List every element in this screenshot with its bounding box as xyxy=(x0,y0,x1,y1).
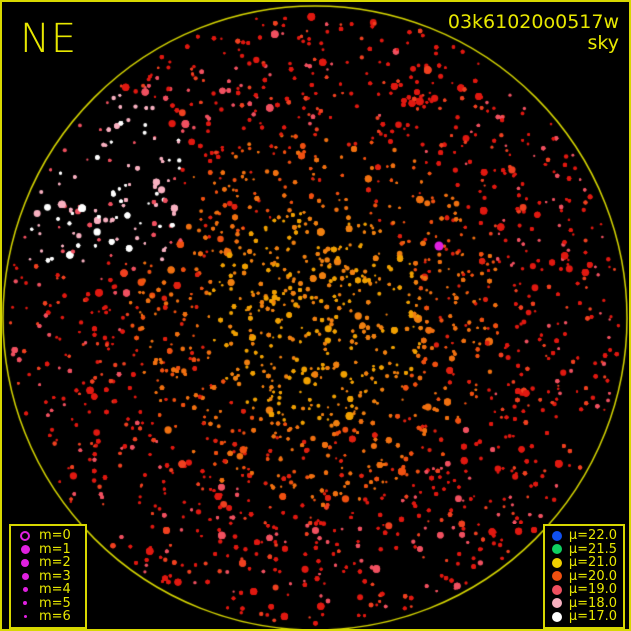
magnitude-legend-item: m=5 xyxy=(17,595,79,611)
brightness-legend-item: μ=21.0 xyxy=(551,556,617,570)
brightness-label: μ=17.0 xyxy=(568,609,617,624)
magnitude-symbol-icon xyxy=(17,558,33,567)
brightness-label: μ=19.0 xyxy=(568,582,617,597)
magnitude-label: m=5 xyxy=(39,595,71,611)
magnitude-label: m=1 xyxy=(39,541,71,557)
magnitude-symbol-icon xyxy=(17,572,33,580)
frame-info: 03k61020o0517w sky xyxy=(448,12,619,54)
brightness-label: μ=21.0 xyxy=(568,555,617,570)
brightness-swatch-icon xyxy=(551,530,563,541)
magnitude-legend: m=0 m=1 m=2 m=3 m=4 m=5 m=6 xyxy=(9,524,87,629)
magnitude-label: m=4 xyxy=(39,582,71,597)
magnitude-legend-item: m=0 xyxy=(17,529,79,543)
brightness-swatch-icon xyxy=(551,611,563,622)
brightness-legend-item: μ=17.0 xyxy=(551,610,617,624)
magnitude-label: m=6 xyxy=(39,609,71,624)
brightness-legend-item: μ=20.0 xyxy=(551,568,617,584)
brightness-legend-item: μ=21.5 xyxy=(551,541,617,557)
brightness-label: μ=21.5 xyxy=(568,541,617,557)
magnitude-symbol-icon xyxy=(17,587,33,593)
magnitude-label: m=0 xyxy=(39,528,71,543)
magnitude-symbol-icon xyxy=(17,615,33,619)
brightness-label: μ=20.0 xyxy=(568,568,617,584)
brightness-legend-item: μ=18.0 xyxy=(551,595,617,611)
brightness-swatch-icon xyxy=(551,598,563,609)
brightness-legend-item: μ=22.0 xyxy=(551,529,617,543)
magnitude-label: m=2 xyxy=(39,555,71,570)
brightness-swatch-icon xyxy=(551,584,563,595)
magnitude-legend-item: m=1 xyxy=(17,541,79,557)
brightness-label: μ=22.0 xyxy=(568,528,617,543)
brightness-legend: μ=22.0 μ=21.5 μ=21.0 μ=20.0 μ=19.0 μ=18.0 μ=17… xyxy=(543,524,625,629)
magnitude-symbol-icon xyxy=(17,544,33,554)
magnitude-symbol-icon xyxy=(17,601,33,606)
direction-label: NE xyxy=(20,16,78,62)
frame-type: sky xyxy=(587,32,619,54)
magnitude-label: m=3 xyxy=(39,568,71,584)
magnitude-legend-item: m=4 xyxy=(17,583,79,597)
brightness-swatch-icon xyxy=(551,544,563,555)
magnitude-legend-item: m=6 xyxy=(17,610,79,624)
brightness-label: μ=18.0 xyxy=(568,595,617,611)
magnitude-legend-item: m=3 xyxy=(17,568,79,584)
brightness-swatch-icon xyxy=(551,571,563,582)
brightness-legend-item: μ=19.0 xyxy=(551,583,617,597)
brightness-swatch-icon xyxy=(551,557,563,568)
magnitude-symbol-icon xyxy=(17,530,33,541)
frame-id: 03k61020o0517w xyxy=(447,11,619,33)
magnitude-legend-item: m=2 xyxy=(17,556,79,570)
